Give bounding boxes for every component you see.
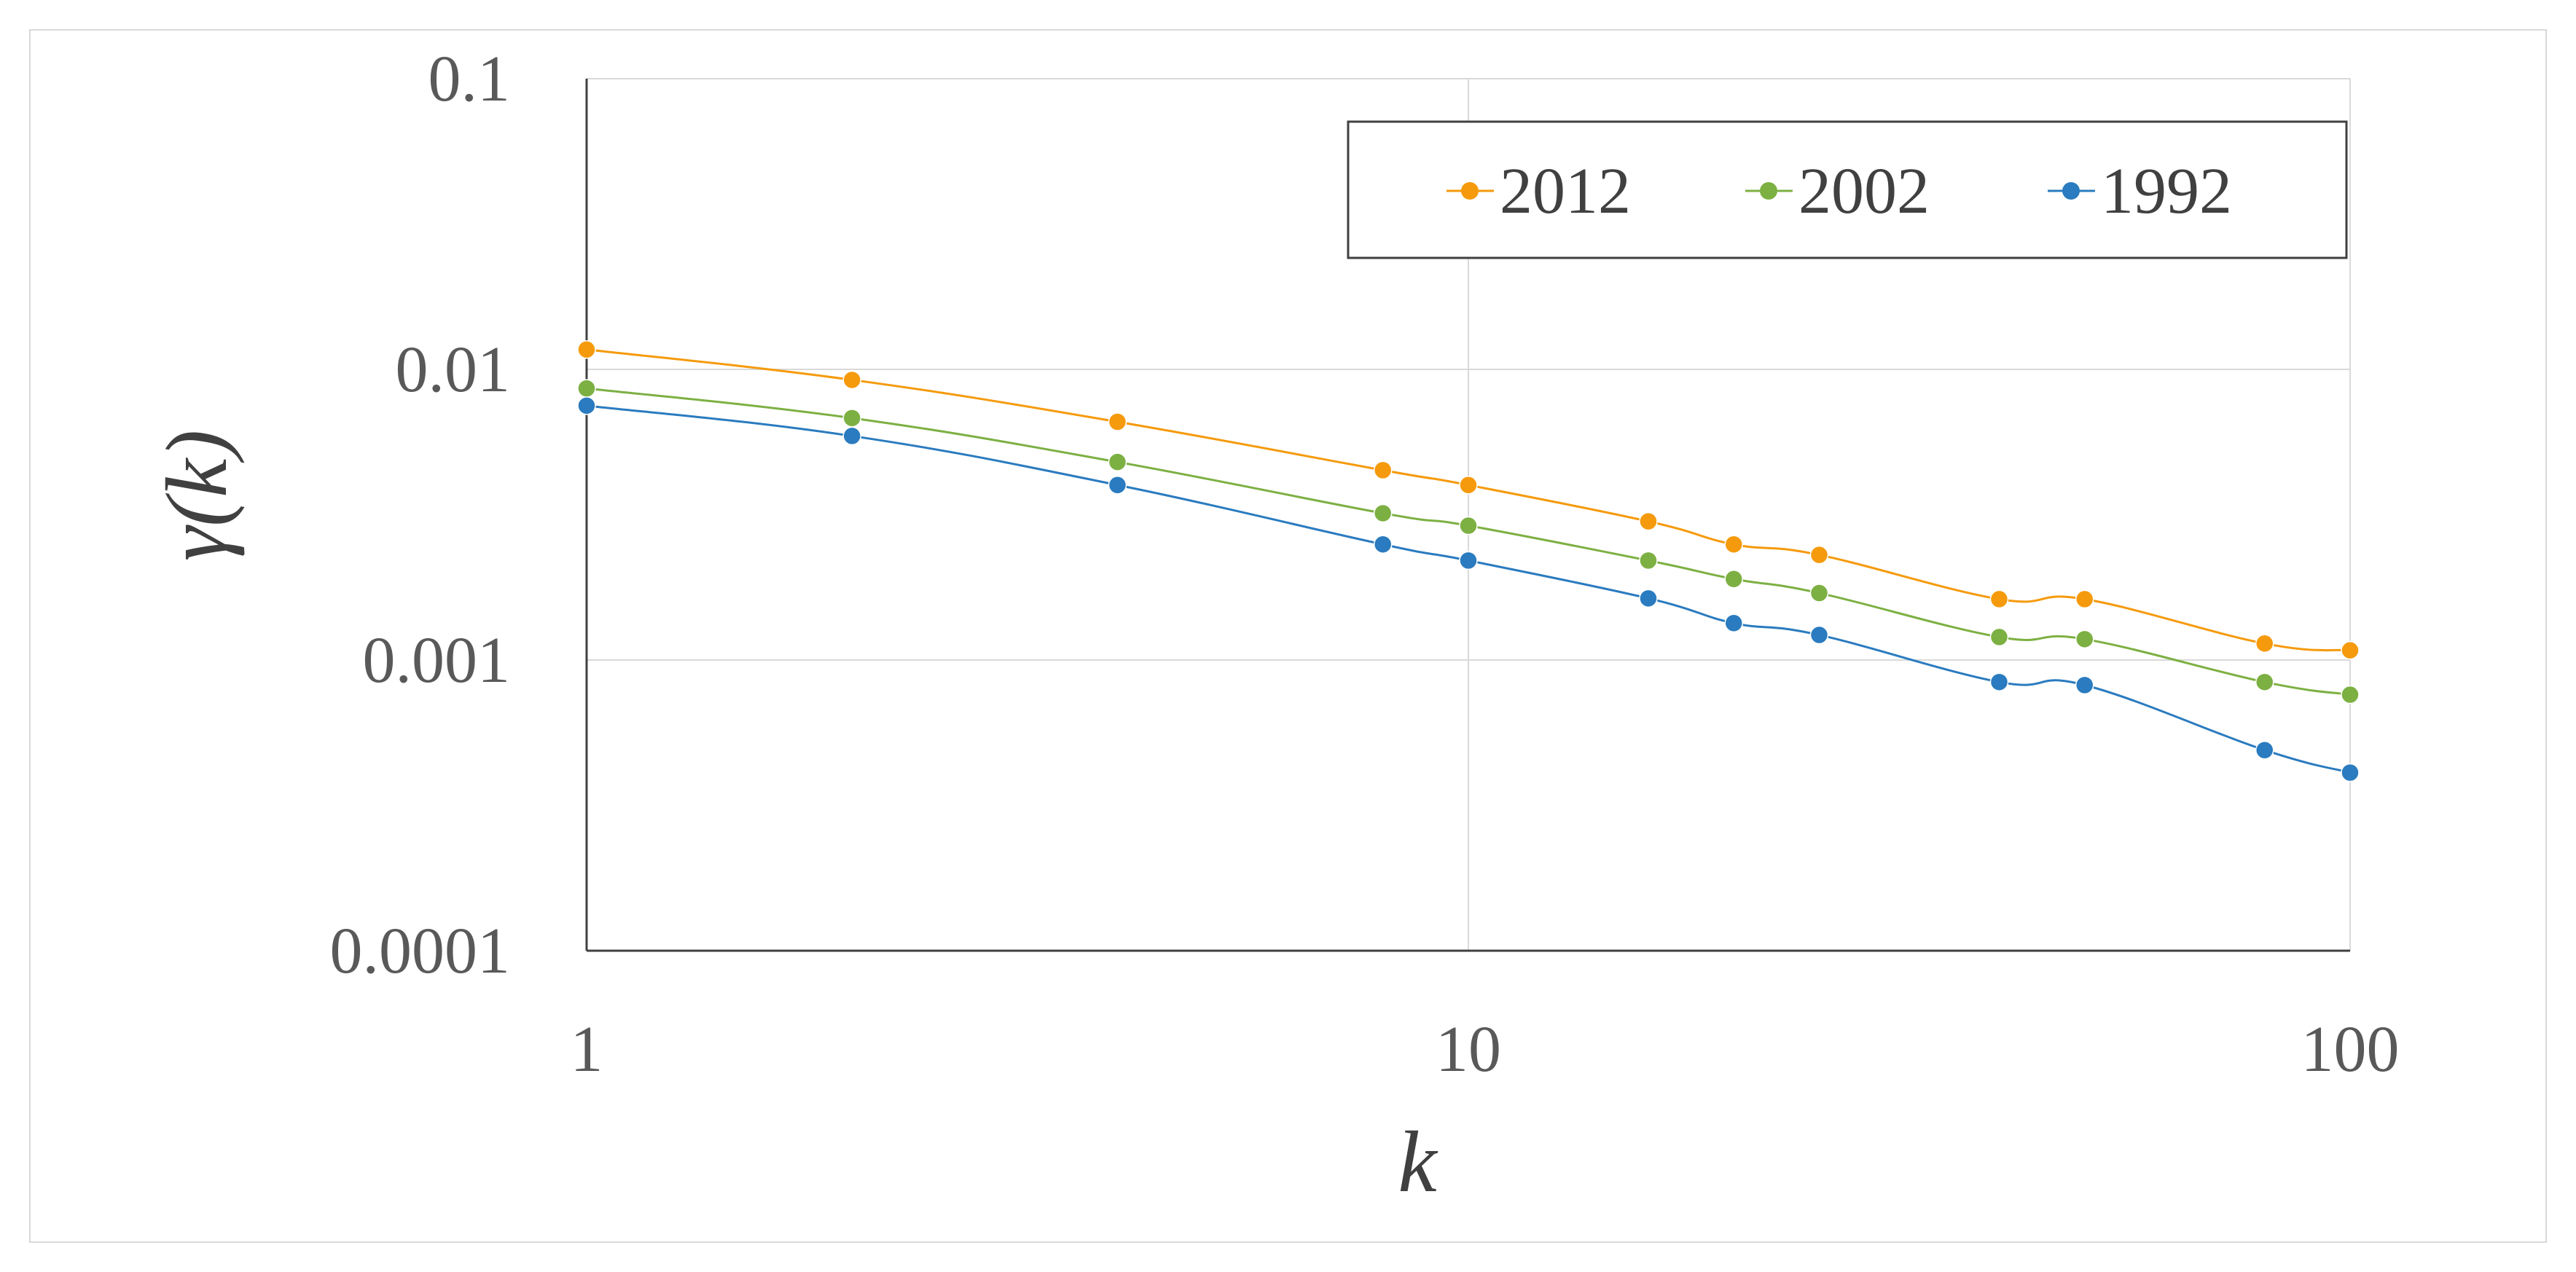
data-point-1992 bbox=[2075, 675, 2094, 695]
axes-layer bbox=[585, 79, 2350, 952]
y-axis-title: γ(k) bbox=[148, 430, 245, 561]
data-point-2002 bbox=[577, 379, 596, 398]
data-point-1992 bbox=[1459, 551, 1478, 570]
data-point-2002 bbox=[1373, 503, 1393, 523]
data-point-2012 bbox=[1373, 460, 1393, 480]
data-point-2002 bbox=[1459, 516, 1478, 535]
legend-label: 1992 bbox=[2101, 155, 2232, 227]
data-point-2012 bbox=[1724, 535, 1743, 554]
data-point-2012 bbox=[2341, 640, 2360, 660]
data-point-1992 bbox=[1639, 589, 1658, 608]
legend-marker bbox=[1760, 182, 1777, 200]
data-point-1992 bbox=[1809, 625, 1829, 645]
x-tick-label: 100 bbox=[2301, 1013, 2400, 1085]
data-point-2012 bbox=[1459, 476, 1478, 495]
data-point-2012 bbox=[2075, 589, 2094, 609]
data-point-2012 bbox=[577, 340, 596, 359]
y-tick-label: 0.0001 bbox=[330, 915, 511, 987]
data-point-2012 bbox=[1989, 589, 2009, 609]
legend-marker bbox=[2062, 182, 2080, 200]
legend-entry-2012: 2012 bbox=[1446, 155, 1631, 227]
data-point-2002 bbox=[1639, 551, 1658, 570]
data-point-1992 bbox=[1989, 672, 2009, 691]
data-point-2002 bbox=[2255, 672, 2274, 691]
data-point-2002 bbox=[1809, 584, 1829, 602]
data-point-2012 bbox=[1809, 545, 1829, 565]
data-point-2002 bbox=[2341, 685, 2360, 704]
series-layer bbox=[577, 340, 2360, 782]
y-tick-label: 0.001 bbox=[363, 624, 511, 696]
legend: 2012 2002 1992 bbox=[1347, 120, 2348, 259]
legend-entry-1992: 1992 bbox=[2048, 155, 2232, 227]
legend-label: 2012 bbox=[1500, 155, 1631, 227]
data-point-2012 bbox=[1108, 412, 1127, 431]
data-point-2012 bbox=[842, 370, 861, 390]
series-2012 bbox=[577, 340, 2360, 660]
data-point-2002 bbox=[1724, 570, 1743, 589]
legend-entry-2002: 2002 bbox=[1745, 155, 1930, 227]
series-2002 bbox=[577, 379, 2360, 704]
x-axis-title: k bbox=[1398, 1113, 1438, 1210]
x-tick-label: 1 bbox=[571, 1013, 603, 1085]
data-point-2002 bbox=[1108, 452, 1127, 471]
data-point-2002 bbox=[1989, 627, 2009, 647]
legend-label: 2002 bbox=[1798, 155, 1930, 227]
data-point-1992 bbox=[2341, 763, 2360, 782]
data-point-2002 bbox=[842, 409, 861, 428]
y-tick-label: 0.01 bbox=[396, 334, 511, 406]
legend-box bbox=[1347, 120, 2348, 259]
data-point-1992 bbox=[1373, 535, 1393, 554]
data-point-2012 bbox=[1639, 511, 1658, 531]
series-1992 bbox=[577, 396, 2360, 782]
data-point-1992 bbox=[1724, 613, 1743, 633]
data-point-2002 bbox=[2075, 629, 2094, 649]
data-point-1992 bbox=[1108, 476, 1127, 495]
y-tick-label: 0.1 bbox=[428, 43, 511, 115]
data-point-1992 bbox=[2255, 740, 2274, 760]
tick-labels: 1 10 100 0.1 0.01 0.001 0.0001 bbox=[330, 43, 2400, 1085]
x-tick-label: 10 bbox=[1436, 1013, 1501, 1085]
data-point-1992 bbox=[577, 396, 596, 415]
legend-marker bbox=[1461, 182, 1479, 200]
data-point-1992 bbox=[842, 426, 861, 446]
data-point-2012 bbox=[2255, 634, 2274, 653]
